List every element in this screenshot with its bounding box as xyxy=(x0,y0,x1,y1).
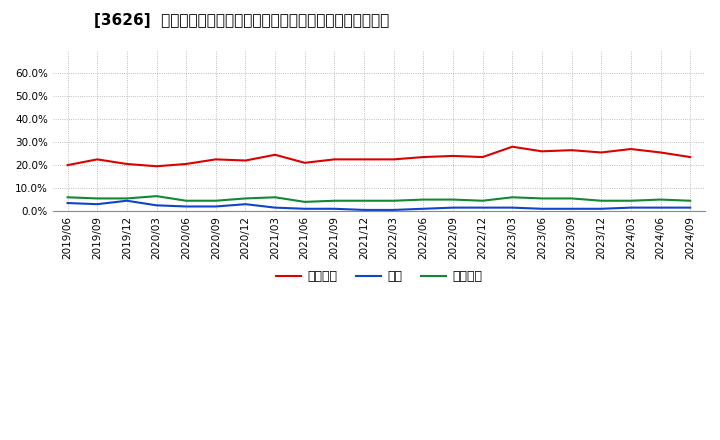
売上債権 xyxy=(656,150,665,155)
買入債務 xyxy=(686,198,695,203)
売上債権 xyxy=(63,162,72,168)
売上債権 xyxy=(538,149,546,154)
売上債権 xyxy=(152,164,161,169)
売上債権 xyxy=(686,154,695,160)
在庫 xyxy=(271,205,279,210)
買入債務 xyxy=(63,194,72,200)
買入債務 xyxy=(538,196,546,201)
売上債権 xyxy=(330,157,338,162)
在庫 xyxy=(212,204,220,209)
在庫 xyxy=(152,203,161,208)
在庫 xyxy=(686,205,695,210)
買入債務 xyxy=(122,196,131,201)
買入債務 xyxy=(93,196,102,201)
在庫 xyxy=(122,198,131,203)
売上債権 xyxy=(419,154,428,160)
買入債務 xyxy=(656,197,665,202)
売上債権 xyxy=(241,158,250,163)
売上債権 xyxy=(626,147,635,152)
Line: 売上債権: 売上債権 xyxy=(68,147,690,166)
売上債権 xyxy=(478,154,487,160)
売上債権 xyxy=(271,152,279,158)
在庫 xyxy=(508,205,517,210)
在庫 xyxy=(330,206,338,211)
買入債務 xyxy=(271,194,279,200)
在庫 xyxy=(390,207,398,213)
在庫 xyxy=(656,205,665,210)
買入債務 xyxy=(330,198,338,203)
在庫 xyxy=(360,207,369,213)
売上債権 xyxy=(300,160,309,165)
売上債権 xyxy=(508,144,517,149)
在庫 xyxy=(300,206,309,211)
在庫 xyxy=(419,206,428,211)
売上債権 xyxy=(567,147,576,153)
在庫 xyxy=(626,205,635,210)
売上債権 xyxy=(360,157,369,162)
在庫 xyxy=(241,202,250,207)
売上債権 xyxy=(93,157,102,162)
買入債務 xyxy=(212,198,220,203)
売上債権 xyxy=(449,153,457,158)
売上債権 xyxy=(122,161,131,167)
買入債務 xyxy=(567,196,576,201)
在庫 xyxy=(597,206,606,211)
買入債務 xyxy=(241,196,250,201)
在庫 xyxy=(478,205,487,210)
買入債務 xyxy=(360,198,369,203)
在庫 xyxy=(93,202,102,207)
売上債権 xyxy=(182,161,191,167)
買入債務 xyxy=(626,198,635,203)
買入債務 xyxy=(478,198,487,203)
買入債務 xyxy=(419,197,428,202)
在庫 xyxy=(538,206,546,211)
売上債権 xyxy=(390,157,398,162)
在庫 xyxy=(567,206,576,211)
買入債務 xyxy=(597,198,606,203)
在庫 xyxy=(63,200,72,205)
買入債務 xyxy=(152,194,161,199)
Line: 買入債務: 買入債務 xyxy=(68,196,690,202)
買入債務 xyxy=(508,194,517,200)
買入債務 xyxy=(390,198,398,203)
Text: [3626]  売上債権、在庫、買入債務の総資産に対する比率の推移: [3626] 売上債権、在庫、買入債務の総資産に対する比率の推移 xyxy=(94,13,389,28)
買入債務 xyxy=(182,198,191,203)
売上債権 xyxy=(597,150,606,155)
Line: 在庫: 在庫 xyxy=(68,201,690,210)
買入債務 xyxy=(300,199,309,205)
買入債務 xyxy=(449,197,457,202)
在庫 xyxy=(449,205,457,210)
在庫 xyxy=(182,204,191,209)
Legend: 売上債権, 在庫, 買入債務: 売上債権, 在庫, 買入債務 xyxy=(271,265,487,289)
売上債権 xyxy=(212,157,220,162)
